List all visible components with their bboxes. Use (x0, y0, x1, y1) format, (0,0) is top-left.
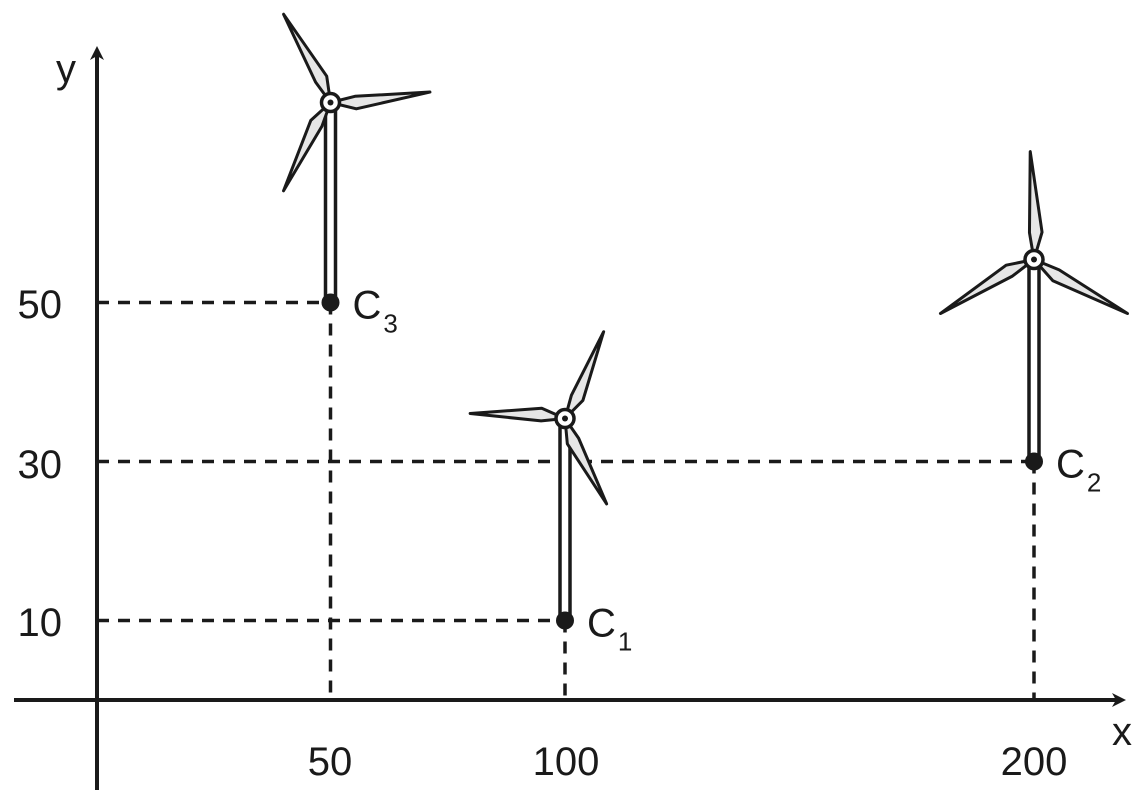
point-c1 (556, 611, 574, 630)
label-c2: C2 (1056, 443, 1101, 498)
wind-turbine-c1 (468, 330, 609, 623)
label-c1-subscript: 1 (618, 627, 632, 657)
turbine-hub-center (562, 415, 568, 422)
label-c2-subscript: 2 (1087, 468, 1101, 498)
point-labels: C1 C2 C3 (353, 284, 1102, 657)
turbine-tower (323, 100, 338, 305)
turbine-blade (563, 330, 606, 420)
y-tick-30: 30 (18, 443, 63, 487)
turbine-tower (1027, 257, 1041, 464)
turbine-hub-center (327, 99, 334, 106)
y-axis-label: y (56, 47, 76, 91)
turbine-tower (558, 416, 572, 623)
turbine-blade (563, 417, 609, 506)
turbine-blade (1027, 150, 1044, 261)
y-tick-10: 10 (18, 601, 63, 645)
turbine-blade (282, 101, 332, 193)
x-tick-50: 50 (308, 740, 353, 784)
wind-turbine-c2 (938, 150, 1130, 464)
wind-turbine-c3 (282, 12, 432, 305)
turbine-blade (282, 12, 332, 104)
turbine-blade (468, 406, 567, 423)
x-tick-200: 200 (1001, 740, 1068, 784)
label-c3: C3 (353, 284, 398, 339)
turbine-blade (329, 90, 432, 111)
point-c3 (321, 293, 340, 312)
turbine-blade (938, 258, 1036, 315)
label-c3-subscript: 3 (383, 309, 397, 339)
turbine-hub-center (1031, 256, 1037, 263)
turbine-blade (1032, 258, 1130, 315)
y-tick-50: 50 (18, 283, 63, 327)
label-c1: C1 (587, 602, 632, 657)
wind-turbines (282, 12, 1130, 623)
x-axis-label: x (1112, 710, 1132, 754)
x-tick-100: 100 (533, 740, 600, 784)
point-c2 (1025, 452, 1043, 471)
point-markers (321, 293, 1043, 630)
